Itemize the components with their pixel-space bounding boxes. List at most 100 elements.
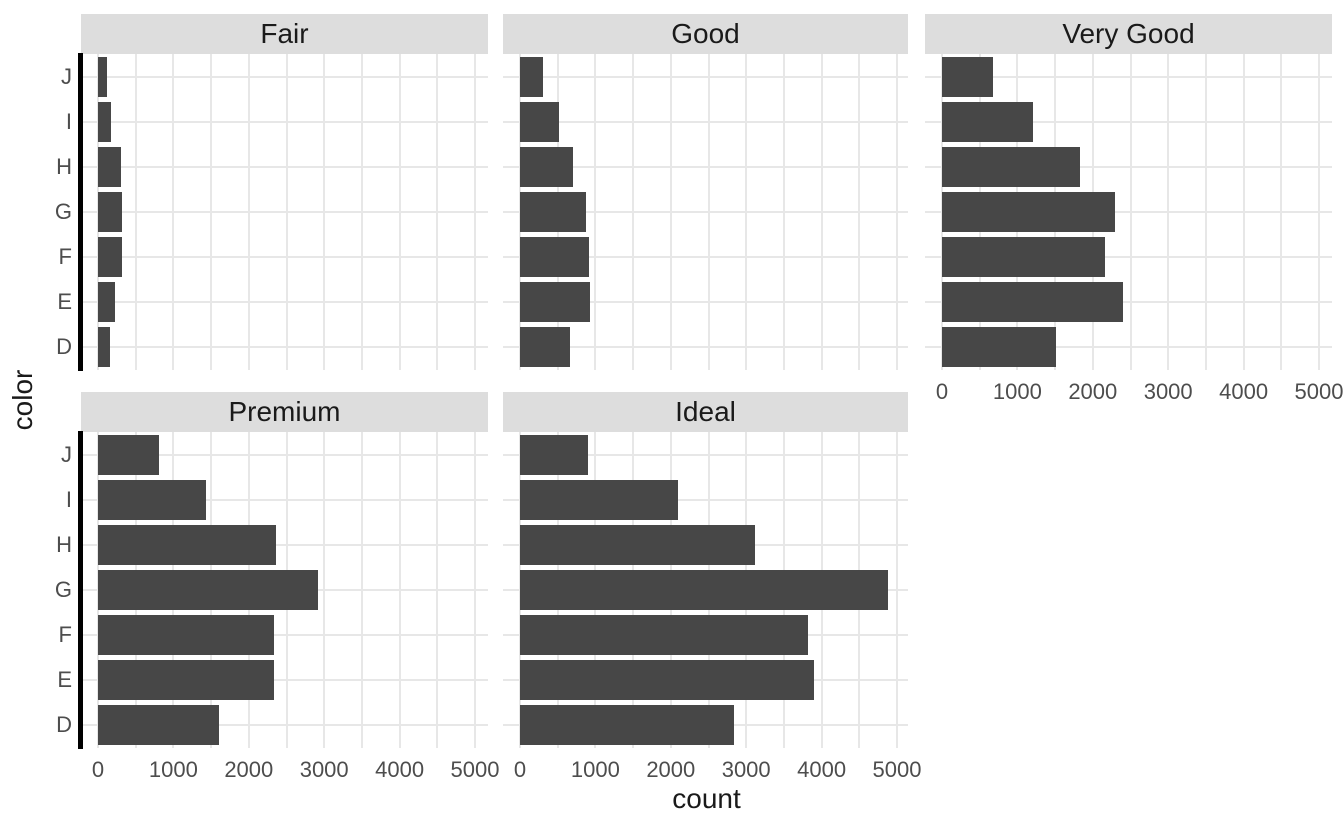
x-tick-label-very-good-4000: 4000 bbox=[1219, 379, 1269, 404]
facet-label-good: Good bbox=[671, 18, 740, 49]
bar-good-H bbox=[520, 146, 573, 187]
facet-panel-premium bbox=[81, 432, 488, 748]
gridline-horizontal bbox=[503, 346, 908, 349]
facet-panel-ideal bbox=[503, 432, 908, 748]
gridline-horizontal bbox=[81, 165, 488, 168]
x-tick-label-ideal-2000: 2000 bbox=[646, 757, 696, 782]
gridline-horizontal bbox=[81, 301, 488, 304]
y-tick-label-premium-E: E bbox=[57, 667, 72, 693]
y-axis-line-premium bbox=[78, 431, 83, 749]
x-tick-label-premium-0: 0 bbox=[91, 757, 105, 782]
x-tick-label-very-good-2000: 2000 bbox=[1068, 379, 1118, 404]
bar-good-F bbox=[520, 237, 589, 278]
bar-good-I bbox=[520, 101, 560, 142]
gridline-horizontal bbox=[81, 634, 488, 637]
bar-ideal-D bbox=[520, 705, 734, 746]
x-tick-label-very-good-5000: 5000 bbox=[1294, 379, 1344, 404]
gridline-horizontal bbox=[81, 120, 488, 123]
gridline-horizontal bbox=[925, 211, 1332, 213]
facet-label-very-good: Very Good bbox=[1062, 18, 1195, 49]
gridline-horizontal bbox=[503, 498, 908, 501]
y-tick-label-fair-F: F bbox=[58, 244, 72, 270]
gridline-horizontal bbox=[503, 453, 908, 456]
bar-premium-D bbox=[98, 705, 219, 746]
x-tick-label-ideal-4000: 4000 bbox=[797, 757, 847, 782]
gridline-horizontal bbox=[925, 256, 1332, 259]
facet-label-ideal: Ideal bbox=[675, 396, 736, 427]
gridline-horizontal bbox=[503, 256, 908, 259]
bar-very-good-E bbox=[942, 282, 1123, 323]
gridline-horizontal bbox=[81, 75, 488, 78]
gridline-horizontal bbox=[81, 724, 488, 727]
bar-fair-E bbox=[98, 282, 115, 323]
bar-premium-F bbox=[98, 615, 274, 656]
y-tick-label-premium-D: D bbox=[56, 712, 72, 738]
gridline-horizontal bbox=[503, 211, 908, 213]
gridline-horizontal bbox=[925, 165, 1332, 168]
facet-strip-very-good: Very Good bbox=[925, 14, 1332, 54]
bar-ideal-H bbox=[520, 524, 755, 565]
facet-panel-good bbox=[503, 54, 908, 370]
y-tick-label-premium-H: H bbox=[56, 531, 72, 557]
y-axis-line-fair bbox=[78, 53, 83, 371]
gridline-horizontal bbox=[925, 301, 1332, 304]
bar-very-good-H bbox=[942, 146, 1080, 187]
gridline-horizontal bbox=[503, 120, 908, 123]
facet-strip-good: Good bbox=[503, 14, 908, 54]
x-tick-label-premium-5000: 5000 bbox=[450, 757, 500, 782]
bar-good-D bbox=[520, 327, 570, 368]
y-axis-title: color bbox=[7, 369, 38, 431]
bar-fair-F bbox=[98, 237, 122, 278]
y-tick-label-fair-H: H bbox=[56, 153, 72, 179]
bar-fair-H bbox=[98, 146, 121, 187]
gridline-horizontal bbox=[503, 75, 908, 78]
gridline-horizontal bbox=[81, 346, 488, 349]
gridline-horizontal bbox=[81, 498, 488, 501]
gridline-horizontal bbox=[81, 256, 488, 259]
x-tick-label-ideal-3000: 3000 bbox=[721, 757, 771, 782]
y-tick-label-fair-I: I bbox=[65, 108, 72, 134]
bar-ideal-G bbox=[520, 570, 889, 610]
bar-fair-I bbox=[98, 101, 112, 142]
bar-very-good-D bbox=[942, 327, 1057, 368]
x-tick-label-premium-1000: 1000 bbox=[148, 757, 198, 782]
gridline-horizontal bbox=[925, 346, 1332, 349]
y-tick-label-premium-I: I bbox=[65, 486, 72, 512]
bar-fair-D bbox=[98, 327, 111, 368]
y-tick-label-premium-J: J bbox=[61, 441, 72, 467]
x-tick-label-ideal-1000: 1000 bbox=[570, 757, 620, 782]
bar-premium-H bbox=[98, 524, 276, 565]
bar-very-good-F bbox=[942, 237, 1106, 278]
y-tick-label-fair-D: D bbox=[56, 334, 72, 360]
bar-fair-G bbox=[98, 192, 122, 232]
bar-premium-I bbox=[98, 479, 206, 520]
bar-ideal-I bbox=[520, 479, 678, 520]
x-tick-label-premium-4000: 4000 bbox=[375, 757, 425, 782]
bar-premium-G bbox=[98, 570, 319, 610]
bar-premium-J bbox=[98, 434, 159, 475]
facet-label-fair: Fair bbox=[260, 18, 309, 49]
facet-label-premium: Premium bbox=[228, 396, 341, 427]
facet-strip-premium: Premium bbox=[81, 392, 488, 432]
gridline-horizontal bbox=[81, 679, 488, 682]
bar-ideal-E bbox=[520, 660, 815, 701]
bar-fair-J bbox=[98, 56, 107, 97]
x-axis-title: count bbox=[672, 783, 741, 814]
y-tick-label-premium-G: G bbox=[54, 577, 72, 602]
gridline-horizontal bbox=[925, 75, 1332, 78]
bar-good-E bbox=[520, 282, 591, 323]
gridline-horizontal bbox=[503, 301, 908, 304]
x-tick-label-ideal-0: 0 bbox=[513, 757, 527, 782]
bar-ideal-F bbox=[520, 615, 809, 656]
gridline-horizontal bbox=[81, 453, 488, 456]
y-tick-label-fair-E: E bbox=[57, 289, 72, 315]
bar-very-good-I bbox=[942, 101, 1033, 142]
bar-good-G bbox=[520, 192, 586, 232]
x-tick-label-premium-3000: 3000 bbox=[299, 757, 349, 782]
bar-premium-E bbox=[98, 660, 275, 701]
gridline-horizontal bbox=[503, 165, 908, 168]
bar-very-good-G bbox=[942, 192, 1116, 232]
y-tick-label-fair-G: G bbox=[54, 199, 72, 224]
x-tick-label-ideal-5000: 5000 bbox=[872, 757, 922, 782]
